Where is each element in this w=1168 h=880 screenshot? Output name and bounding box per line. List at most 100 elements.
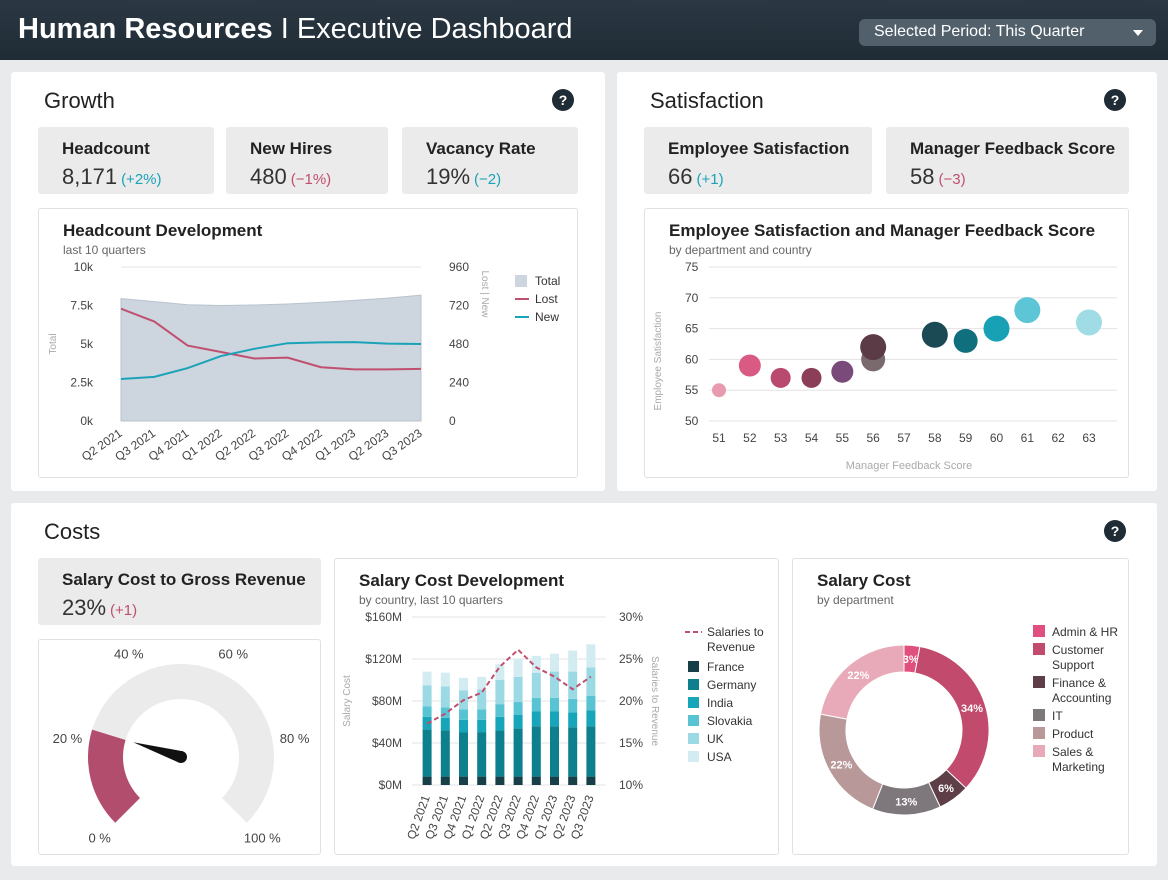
gauge-tick-label: 40 %: [114, 647, 144, 662]
kpi-headcount: Headcount 8,171 (+2%): [38, 127, 214, 194]
legend-label: Product: [1052, 727, 1094, 741]
legend-swatch: [1033, 625, 1045, 637]
bar-segment-india: [568, 712, 578, 728]
bar-segment-slovakia: [586, 695, 596, 711]
kpi-value: 23% (+1): [62, 595, 137, 621]
y-tick-label: 60: [685, 352, 699, 366]
kpi-value: 8,171 (+2%): [62, 164, 162, 190]
bar-segment-uk: [531, 672, 541, 698]
bar-segment-uk: [440, 686, 450, 708]
legend-label: Salaries to: [707, 625, 764, 639]
salary-dept-chart-title: Salary Cost: [817, 571, 911, 590]
bar-segment-france: [586, 776, 596, 785]
gauge-tick-label: 20 %: [53, 731, 83, 746]
y-tick-label: 5k: [80, 337, 94, 351]
legend-label: Sales &: [1052, 745, 1093, 759]
bar-segment-germany: [440, 730, 450, 777]
legend-label: Finance &: [1052, 676, 1106, 690]
kpi-label: Manager Feedback Score: [910, 139, 1116, 158]
y-right-tick-label: 30%: [619, 610, 643, 624]
x-tick-label: 56: [866, 431, 880, 445]
bar-segment-india: [550, 711, 559, 727]
page-title-separator: I: [272, 13, 297, 45]
legend-swatch: [688, 715, 699, 726]
kpi-value: 66 (+1): [668, 164, 724, 190]
bar-segment-india: [531, 711, 541, 727]
satisfaction-chart-card: Employee Satisfaction and Manager Feedba…: [644, 208, 1129, 478]
series-lost-line: [120, 307, 422, 371]
bar-segment-uk: [550, 671, 559, 698]
scatter-point: [712, 383, 726, 398]
legend-swatch: [688, 679, 699, 690]
legend-swatch: [515, 275, 527, 287]
satisfaction-chart-title: Employee Satisfaction and Manager Feedba…: [669, 221, 1096, 240]
bar-segment-germany: [550, 726, 559, 777]
period-dropdown[interactable]: Selected Period: This Quarter: [859, 19, 1156, 46]
bar-segment-france: [495, 776, 505, 785]
legend-swatch: [1033, 643, 1045, 655]
legend-label: Support: [1052, 658, 1095, 672]
x-tick-label: 63: [1082, 431, 1096, 445]
scatter-point: [770, 367, 791, 388]
legend-label: Total: [535, 274, 560, 288]
growth-help-icon[interactable]: ?: [552, 89, 574, 111]
growth-panel: Growth ? Headcount 8,171 (+2%) New Hires …: [11, 72, 605, 491]
y-tick-label: $160M: [365, 610, 402, 624]
bar-segment-slovakia: [513, 702, 523, 715]
x-tick-label: 51: [712, 431, 726, 445]
legend-label: Admin & HR: [1052, 625, 1118, 639]
y-axis-label: Employee Satisfaction: [653, 312, 664, 411]
bar-segment-uk: [586, 667, 596, 696]
gauge-needle: [133, 742, 183, 763]
bar-segment-india: [495, 716, 505, 731]
salary-cost-chart-subtitle: by country, last 10 quarters: [359, 593, 503, 607]
costs-title: Costs: [44, 519, 101, 544]
y-tick-label: $120M: [365, 652, 402, 666]
kpi-number: 19%: [426, 164, 471, 189]
x-tick-label: 62: [1051, 431, 1065, 445]
satisfaction-help-icon[interactable]: ?: [1104, 89, 1126, 111]
y-right-axis-label: Lost | New: [479, 270, 490, 318]
satisfaction-chart-subtitle: by department and country: [669, 243, 812, 257]
bar-segment-germany: [459, 732, 468, 777]
bar-segment-slovakia: [568, 698, 578, 713]
scatter-point: [983, 315, 1010, 342]
headcount-chart-title: Headcount Development: [63, 221, 263, 240]
costs-help-icon[interactable]: ?: [1104, 520, 1126, 542]
kpi-number: 58: [910, 164, 935, 189]
salary-cost-chart-card: Salary Cost Development by country, last…: [334, 558, 779, 855]
y-tick-label: 7.5k: [70, 299, 94, 313]
bar-segment-india: [513, 714, 523, 729]
period-dropdown-label: Selected Period: This Quarter: [874, 23, 1085, 40]
x-tick-label: 60: [990, 431, 1004, 445]
bar-segment-uk: [513, 676, 523, 703]
donut-slice-label: 34%: [961, 703, 983, 715]
bar-segment-usa: [422, 671, 432, 686]
bar-segment-germany: [495, 730, 505, 777]
kpi-number: 480: [250, 164, 287, 189]
satisfaction-panel: Satisfaction ? Employee Satisfaction 66(…: [617, 72, 1157, 491]
salary-dept-donut-chart: 3% 34% 6% 13% 22% 22% Admin & HR CustomerSuppor…: [818, 625, 1118, 816]
bar-segment-slovakia: [531, 697, 541, 712]
bar-segment-usa: [495, 664, 505, 680]
legend-swatch: [1033, 745, 1045, 757]
legend-swatch: [1033, 709, 1045, 721]
bar-segment-slovakia: [422, 706, 432, 717]
kpi-label: Headcount: [62, 139, 150, 158]
scatter-point: [1076, 309, 1102, 336]
y-tick-label: $40M: [372, 736, 402, 750]
gauge-fill: [88, 729, 140, 823]
bar-segment-india: [586, 710, 596, 727]
y-axis-label: Total: [48, 333, 59, 354]
bar-segment-germany: [513, 728, 523, 777]
bar-segment-uk: [477, 689, 487, 710]
kpi-value: 19% (−2): [426, 164, 501, 190]
kpi-change: (−3): [938, 171, 966, 188]
salary-dept-chart-subtitle: by department: [817, 593, 894, 607]
legend-swatch: [688, 751, 699, 762]
bar-segment-germany: [568, 727, 578, 777]
y-tick-label: $80M: [372, 694, 402, 708]
gauge-hub: [175, 751, 187, 763]
x-tick-label: 58: [928, 431, 942, 445]
